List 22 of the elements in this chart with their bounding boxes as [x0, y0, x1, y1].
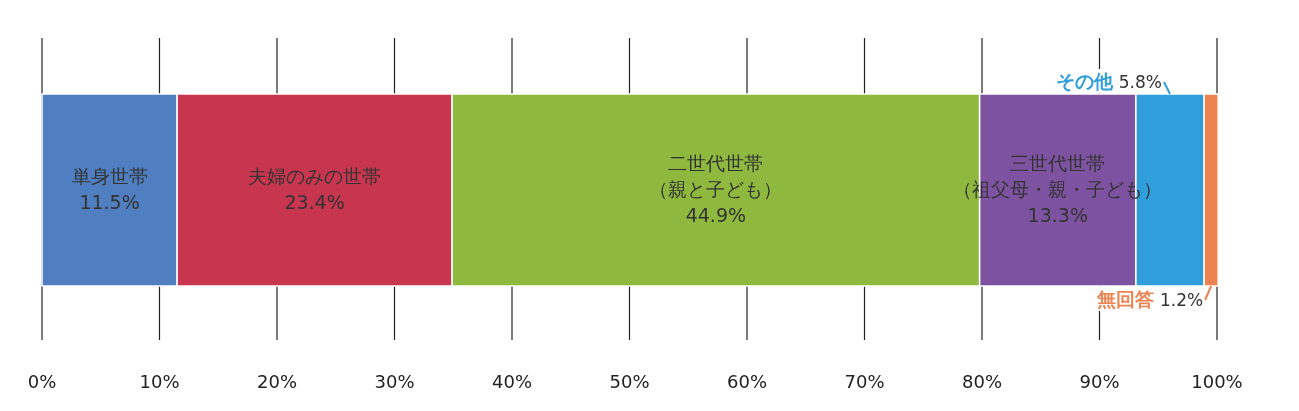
data-label: 5.8%: [1118, 72, 1162, 92]
x-tick-label: 40%: [491, 371, 533, 392]
text: 無回答: [1095, 288, 1154, 310]
data-label: 44.9%: [685, 204, 747, 226]
series-label: 二世代世帯（親と子ども）: [649, 152, 783, 200]
data-label: 13.3%: [1027, 204, 1088, 226]
x-tick-label: 50%: [609, 371, 650, 392]
x-tick-label: 20%: [256, 371, 298, 392]
x-tick-label: 100%: [1191, 371, 1243, 392]
data-label: 1.2%: [1159, 290, 1204, 310]
x-tick-label: 80%: [961, 371, 1003, 392]
x-tick-label: 30%: [374, 371, 415, 392]
series-label: 夫婦のみの世帯: [248, 165, 382, 187]
x-tick-label: 10%: [139, 371, 180, 392]
x-tick-label: 90%: [1079, 371, 1120, 392]
x-tick-label: 60%: [726, 371, 768, 392]
series-label: 単身世帯: [71, 165, 148, 187]
x-tick-label: 0%: [27, 371, 57, 392]
data-label: 23.4%: [284, 191, 345, 213]
series-label: その他: [1055, 70, 1114, 92]
data-label: 11.5%: [79, 191, 140, 213]
x-tick-label: 70%: [844, 371, 885, 392]
